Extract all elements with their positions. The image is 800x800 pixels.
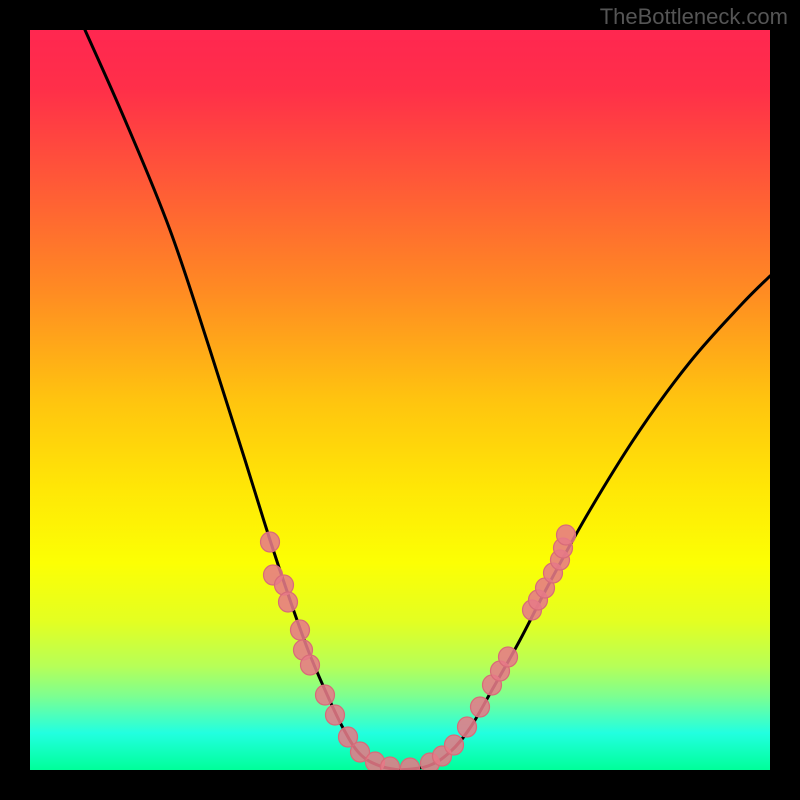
plot-area xyxy=(30,30,770,770)
scatter-marker xyxy=(279,592,298,612)
gradient-background xyxy=(30,30,770,770)
scatter-marker xyxy=(471,697,490,717)
scatter-marker xyxy=(316,685,335,705)
scatter-marker xyxy=(499,647,518,667)
scatter-marker xyxy=(301,655,320,675)
scatter-marker xyxy=(557,525,576,545)
plot-svg xyxy=(30,30,770,770)
scatter-marker xyxy=(261,532,280,552)
scatter-marker xyxy=(291,620,310,640)
scatter-marker xyxy=(445,735,464,755)
chart-container: TheBottleneck.com xyxy=(0,0,800,800)
scatter-marker xyxy=(458,717,477,737)
scatter-marker xyxy=(326,705,345,725)
watermark-text: TheBottleneck.com xyxy=(600,4,788,30)
